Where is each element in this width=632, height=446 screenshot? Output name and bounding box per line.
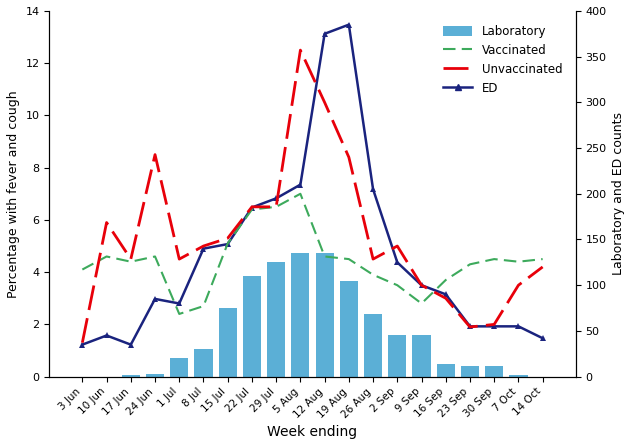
Y-axis label: Laboratory and ED counts: Laboratory and ED counts [612, 112, 625, 275]
Unvaccinated [394, 244, 401, 249]
Unvaccinated [151, 152, 159, 157]
Vaccinated [539, 256, 547, 262]
Vaccinated [442, 277, 449, 283]
ED [345, 22, 353, 27]
Unvaccinated [418, 282, 425, 288]
Unvaccinated [345, 155, 353, 160]
Unvaccinated [321, 100, 329, 105]
Vaccinated [200, 303, 207, 309]
Vaccinated [272, 204, 280, 210]
Bar [509, 375, 528, 376]
Vaccinated [151, 254, 159, 259]
Unvaccinated [466, 324, 474, 330]
Y-axis label: Percentage with fever and cough: Percentage with fever and cough [7, 90, 20, 297]
Unvaccinated [78, 340, 86, 345]
Unvaccinated [539, 264, 547, 269]
ED [103, 333, 111, 338]
Vaccinated [490, 256, 498, 262]
Line: Unvaccinated: Unvaccinated [82, 50, 543, 343]
Unvaccinated [442, 296, 449, 301]
Bar [437, 364, 455, 376]
Unvaccinated [490, 322, 498, 327]
Vaccinated [369, 272, 377, 277]
Vaccinated [296, 191, 304, 197]
ED [176, 301, 183, 306]
Unvaccinated [200, 244, 207, 249]
Bar [122, 375, 140, 376]
ED [442, 292, 449, 297]
Vaccinated [103, 254, 111, 259]
ED [272, 196, 280, 201]
ED [539, 335, 547, 341]
Bar [291, 253, 310, 376]
Unvaccinated [514, 282, 522, 288]
ED [248, 205, 256, 210]
Bar [485, 366, 503, 376]
ED [296, 182, 304, 187]
Line: Vaccinated: Vaccinated [82, 194, 543, 314]
Unvaccinated [369, 256, 377, 262]
X-axis label: Week ending: Week ending [267, 425, 358, 439]
Bar [461, 366, 479, 376]
Vaccinated [321, 254, 329, 259]
Unvaccinated [176, 256, 183, 262]
Vaccinated [127, 259, 135, 264]
Vaccinated [418, 301, 425, 306]
Legend: Laboratory, Vaccinated, Unvaccinated, ED: Laboratory, Vaccinated, Unvaccinated, ED [438, 21, 567, 99]
Vaccinated [248, 207, 256, 212]
Unvaccinated [224, 235, 231, 241]
ED [369, 186, 377, 192]
Bar [364, 314, 382, 376]
Bar [340, 281, 358, 376]
ED [514, 324, 522, 329]
ED [394, 260, 401, 265]
ED [418, 282, 425, 288]
Unvaccinated [272, 204, 280, 210]
Vaccinated [514, 259, 522, 264]
Unvaccinated [103, 220, 111, 225]
ED [151, 296, 159, 301]
Unvaccinated [296, 47, 304, 53]
Bar [413, 335, 430, 376]
Bar [388, 335, 406, 376]
Bar [219, 308, 237, 376]
Line: ED: ED [79, 21, 546, 348]
Unvaccinated [248, 204, 256, 210]
ED [466, 324, 474, 329]
Vaccinated [224, 241, 231, 246]
ED [200, 246, 207, 251]
ED [224, 241, 231, 247]
ED [78, 342, 86, 347]
Bar [146, 374, 164, 376]
Vaccinated [176, 311, 183, 317]
ED [127, 342, 135, 347]
Vaccinated [394, 282, 401, 288]
Unvaccinated [127, 256, 135, 262]
ED [321, 31, 329, 37]
Vaccinated [78, 267, 86, 272]
Bar [315, 253, 334, 376]
Vaccinated [466, 262, 474, 267]
ED [490, 324, 498, 329]
Bar [195, 349, 212, 376]
Bar [267, 262, 285, 376]
Bar [243, 276, 261, 376]
Vaccinated [345, 256, 353, 262]
Bar [170, 358, 188, 376]
